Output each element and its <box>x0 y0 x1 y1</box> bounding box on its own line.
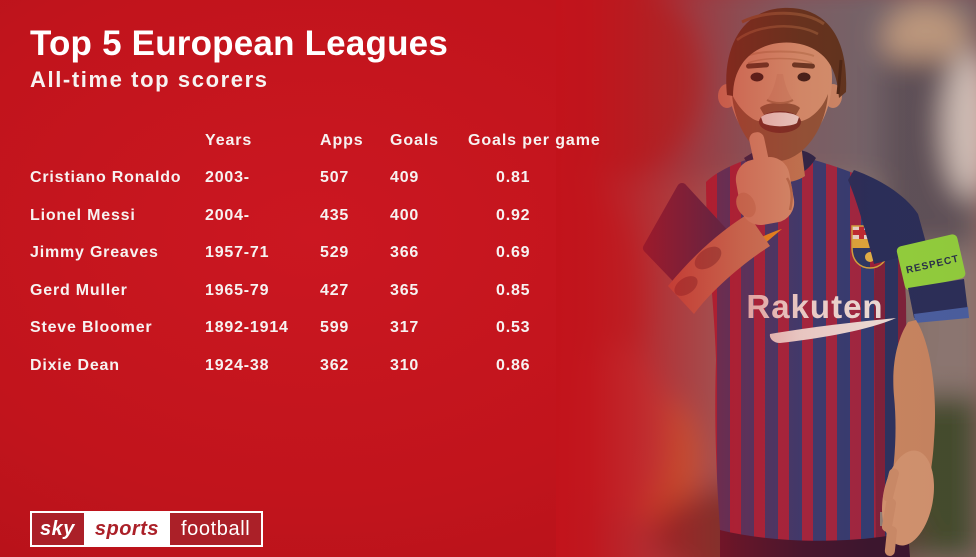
col-header-years: Years <box>205 131 253 149</box>
table-row: Gerd Muller 1965-79 427 365 0.85 <box>30 272 618 310</box>
red-gradient-overlay <box>556 0 976 557</box>
cell-goals: 366 <box>390 244 420 262</box>
col-header-goals-per-game: Goals per game <box>468 131 601 149</box>
scorers-table: Years Apps Goals Goals per game Cristian… <box>30 122 618 385</box>
cell-years: 2003- <box>205 169 250 187</box>
cell-goals-per-game: 0.85 <box>496 281 531 299</box>
cell-goals: 317 <box>390 319 420 337</box>
football-logo-mark: football <box>170 513 262 545</box>
cell-years: 1924-38 <box>205 356 270 374</box>
cell-player-name: Lionel Messi <box>30 206 136 224</box>
cell-apps: 427 <box>320 281 350 299</box>
cell-years: 2004- <box>205 206 250 224</box>
table-row: Dixie Dean 1924-38 362 310 0.86 <box>30 347 618 385</box>
cell-goals: 409 <box>390 169 420 187</box>
page-title: Top 5 European Leagues <box>30 24 448 63</box>
page-subtitle: All-time top scorers <box>30 67 269 92</box>
cell-player-name: Steve Bloomer <box>30 319 153 337</box>
cell-years: 1957-71 <box>205 244 270 262</box>
cell-goals-per-game: 0.53 <box>496 319 531 337</box>
sky-logo-mark: sky <box>32 513 86 545</box>
cell-goals-per-game: 0.86 <box>496 356 531 374</box>
cell-years: 1965-79 <box>205 281 270 299</box>
table-row: Lionel Messi 2004- 435 400 0.92 <box>30 197 618 235</box>
cell-apps: 362 <box>320 356 350 374</box>
cell-player-name: Gerd Muller <box>30 281 128 299</box>
cell-goals: 365 <box>390 281 420 299</box>
cell-apps: 529 <box>320 244 350 262</box>
table-row: Cristiano Ronaldo 2003- 507 409 0.81 <box>30 160 618 198</box>
sky-sports-football-logo: sky sports football <box>30 511 264 547</box>
cell-player-name: Jimmy Greaves <box>30 244 159 262</box>
cell-years: 1892-1914 <box>205 319 289 337</box>
cell-goals-per-game: 0.69 <box>496 244 531 262</box>
col-header-apps: Apps <box>320 131 364 149</box>
table-row: Jimmy Greaves 1957-71 529 366 0.69 <box>30 235 618 273</box>
table-header-row: Years Apps Goals Goals per game <box>30 122 618 160</box>
cell-goals: 400 <box>390 206 420 224</box>
cell-goals-per-game: 0.92 <box>496 206 531 224</box>
cell-apps: 507 <box>320 169 350 187</box>
table-row: Steve Bloomer 1892-1914 599 317 0.53 <box>30 310 618 348</box>
cell-goals: 310 <box>390 356 420 374</box>
cell-player-name: Dixie Dean <box>30 356 120 374</box>
cell-player-name: Cristiano Ronaldo <box>30 169 182 187</box>
cell-apps: 435 <box>320 206 350 224</box>
cell-goals-per-game: 0.81 <box>496 169 531 187</box>
cell-apps: 599 <box>320 319 350 337</box>
col-header-goals: Goals <box>390 131 439 149</box>
player-photo: Rakuten RESPECT <box>556 0 976 557</box>
sports-logo-mark: sports <box>85 513 170 545</box>
